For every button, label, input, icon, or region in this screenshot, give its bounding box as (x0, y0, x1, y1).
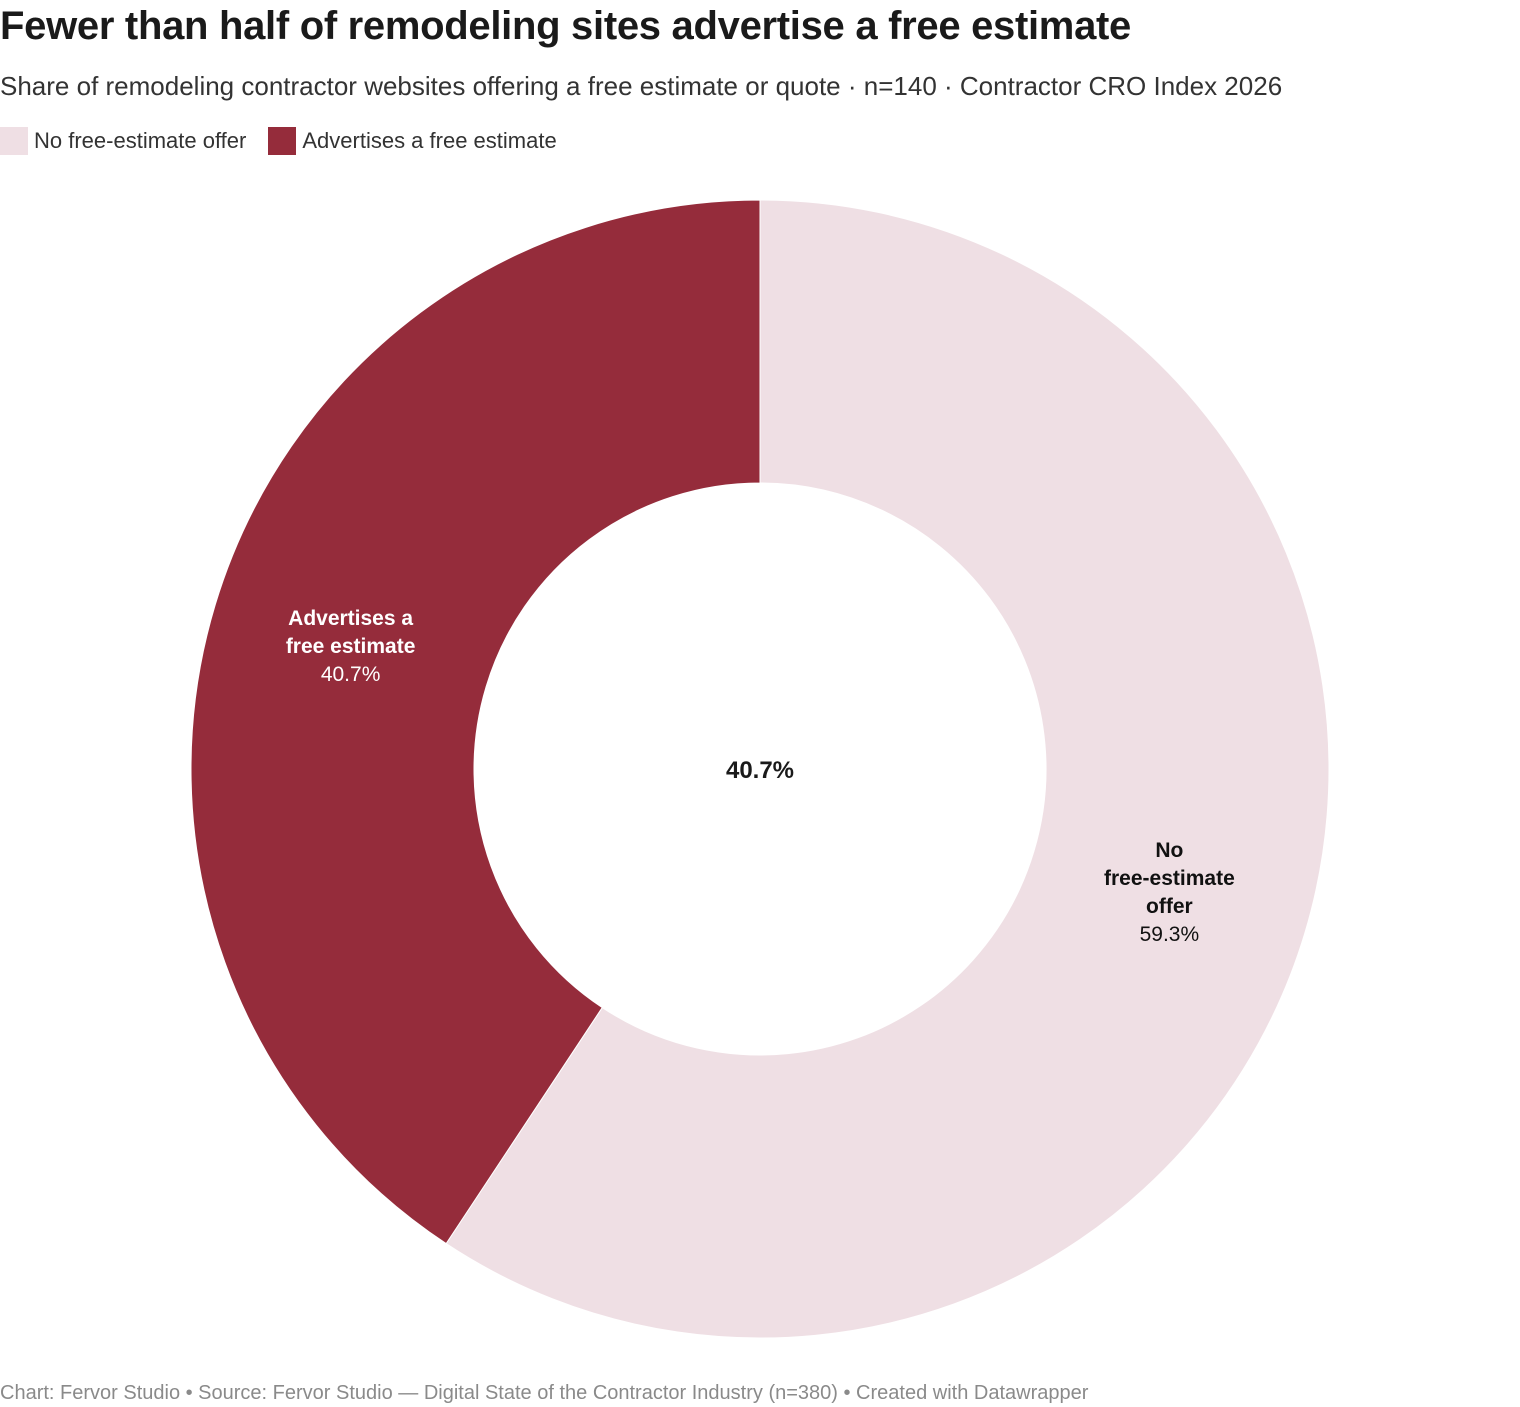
footer-credit: Chart: Fervor Studio • Source: Fervor St… (0, 1382, 1089, 1404)
slice-label-line: offer (1146, 895, 1193, 918)
legend-label-no-offer: No free-estimate offer (34, 128, 247, 153)
slice-label-line: free estimate (286, 635, 416, 658)
chart-subtitle: Share of remodeling contractor websites … (0, 71, 1283, 101)
slice-value-label: 40.7% (321, 663, 381, 686)
legend-label-advertises: Advertises a free estimate (302, 128, 557, 153)
legend-item-advertises: Advertises a free estimate (268, 126, 557, 156)
center-label: 40.7% (726, 757, 794, 784)
slice-label-line: free-estimate (1104, 867, 1235, 890)
donut-chart: No free-estimate offer 59.3% Advertises a fre… (190, 199, 1330, 1339)
slice-value-label: 59.3% (1140, 923, 1200, 946)
chart-title: Fewer than half of remodeling sites adve… (0, 4, 1131, 48)
slice-label-1: Advertises a free estimate 40.7% (286, 607, 416, 686)
slice-label-line: Advertises a (288, 607, 413, 630)
legend-swatch-advertises (268, 127, 297, 155)
donut-slices (190, 199, 1330, 1339)
legend-swatch-no-offer (0, 127, 28, 155)
slice-label-0: No free-estimate offer 59.3% (1104, 839, 1235, 946)
legend-item-no-offer: No free-estimate offer (0, 126, 246, 156)
donut-slice-1 (190, 199, 761, 1245)
donut-slice-0 (445, 199, 1330, 1339)
slice-label-line: No (1155, 839, 1183, 862)
slice-labels: No free-estimate offer 59.3% Advertises a fre… (286, 607, 1235, 946)
legend: No free-estimate offer Advertises a free… (0, 126, 579, 156)
